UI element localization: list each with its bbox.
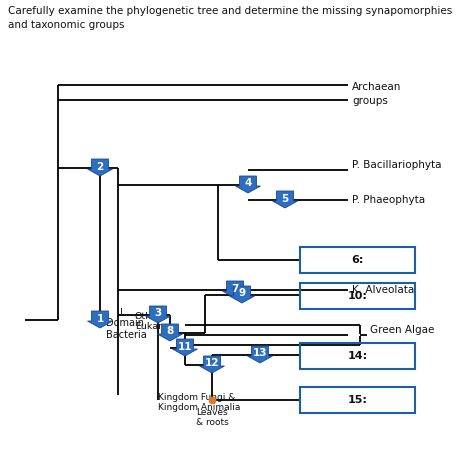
Polygon shape xyxy=(157,324,182,341)
Bar xyxy=(300,283,415,309)
Text: 8: 8 xyxy=(166,327,173,336)
Bar xyxy=(300,247,415,273)
Text: 6:: 6: xyxy=(351,255,364,265)
Text: 5: 5 xyxy=(282,193,289,204)
Text: 14:: 14: xyxy=(347,351,367,361)
Text: 13: 13 xyxy=(253,349,267,358)
Text: Other
Eukarya: Other Eukarya xyxy=(135,312,173,331)
Text: P. Phaeophyta: P. Phaeophyta xyxy=(352,195,425,205)
Text: 2: 2 xyxy=(96,162,104,171)
Polygon shape xyxy=(236,176,261,193)
Text: 11: 11 xyxy=(178,342,192,351)
Polygon shape xyxy=(88,159,112,176)
Text: 7: 7 xyxy=(231,283,239,294)
Text: Green Algae: Green Algae xyxy=(370,325,434,335)
Polygon shape xyxy=(222,281,247,298)
Polygon shape xyxy=(229,286,255,303)
Polygon shape xyxy=(247,346,273,363)
Text: P. Bacillariophyta: P. Bacillariophyta xyxy=(352,160,441,170)
Text: Archaean: Archaean xyxy=(352,82,401,92)
Text: 15:: 15: xyxy=(347,395,367,405)
Bar xyxy=(300,343,415,369)
Text: L: L xyxy=(120,308,126,318)
Polygon shape xyxy=(88,311,112,328)
Text: 9: 9 xyxy=(238,288,246,299)
Text: K. Alveolata: K. Alveolata xyxy=(352,285,414,295)
Text: Domain
Bacteria: Domain Bacteria xyxy=(106,318,147,340)
Text: 12: 12 xyxy=(205,358,219,369)
Bar xyxy=(300,387,415,413)
Polygon shape xyxy=(200,356,225,373)
Polygon shape xyxy=(173,339,198,356)
Text: 10:: 10: xyxy=(347,291,367,301)
Text: and taxonomic groups: and taxonomic groups xyxy=(8,20,125,30)
Text: Kingdom Fungi &
Kingdom Animalia: Kingdom Fungi & Kingdom Animalia xyxy=(158,393,240,412)
Text: Leaves
& roots: Leaves & roots xyxy=(196,408,228,427)
Text: Carefully examine the phylogenetic tree and determine the missing synapomorphies: Carefully examine the phylogenetic tree … xyxy=(8,6,452,16)
Polygon shape xyxy=(146,306,171,323)
Polygon shape xyxy=(273,191,298,208)
Text: 3: 3 xyxy=(155,308,162,318)
Text: 1: 1 xyxy=(96,314,104,323)
Text: 4: 4 xyxy=(244,178,252,189)
Text: groups: groups xyxy=(352,96,388,106)
